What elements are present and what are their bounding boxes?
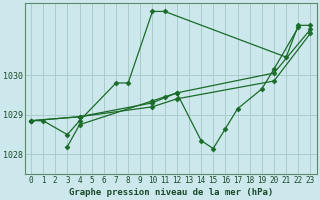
X-axis label: Graphe pression niveau de la mer (hPa): Graphe pression niveau de la mer (hPa) <box>68 188 273 197</box>
